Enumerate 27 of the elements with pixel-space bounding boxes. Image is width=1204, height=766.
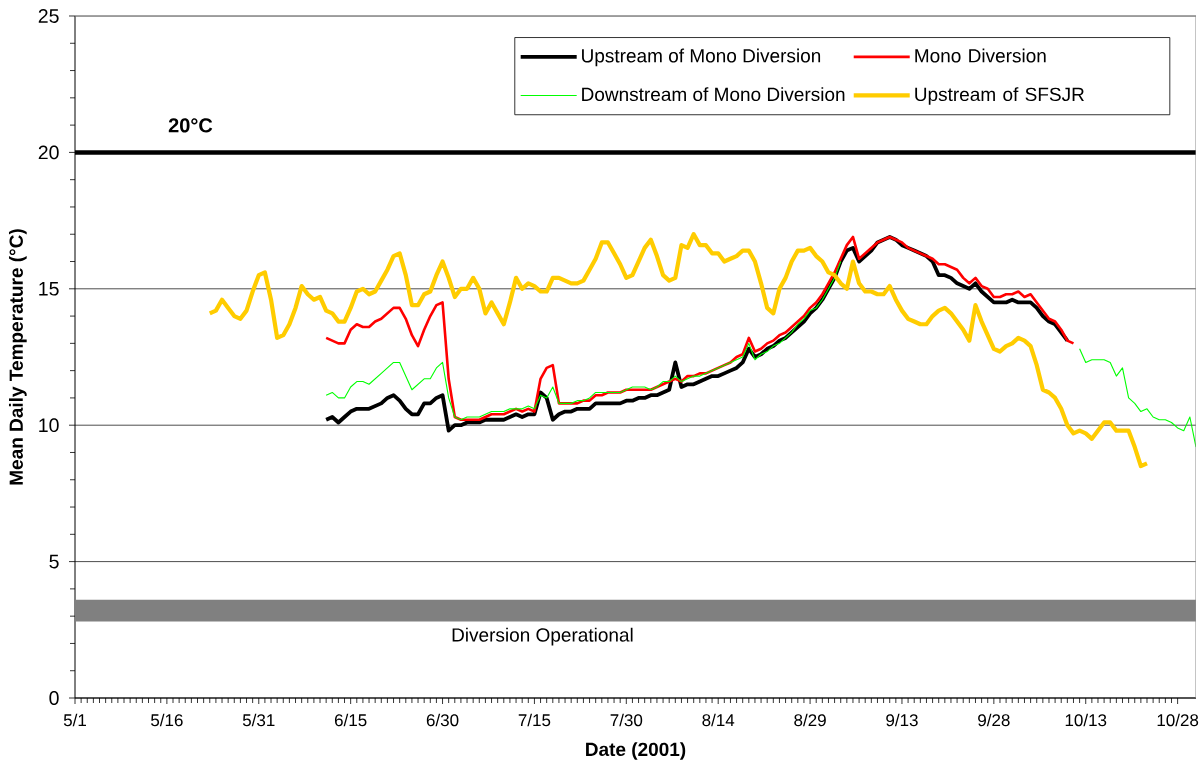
legend-label: Downstream of Mono Diversion <box>582 87 845 102</box>
ref-line-label: 20°C <box>168 118 213 133</box>
legend-label: Upstream of Mono Diversion <box>582 48 821 67</box>
y-tick-label: 20 <box>38 145 59 160</box>
legend-label: Mono Diversion <box>915 48 1046 63</box>
y-tick-label: 10 <box>39 418 59 433</box>
x-tick-label: 9/13 <box>886 713 918 727</box>
x-tick-label: 10/13 <box>1065 713 1107 727</box>
band-label: Diversion Operational <box>452 627 633 646</box>
x-tick-label: 6/30 <box>426 713 459 727</box>
x-tick-label: 5/1 <box>63 713 86 727</box>
x-tick-label: 5/16 <box>151 713 183 727</box>
y-tick-label: 15 <box>39 281 59 296</box>
y-tick-label: 0 <box>49 691 59 705</box>
x-tick-label: 7/15 <box>518 713 551 727</box>
x-axis-title: Date (2001) <box>586 742 686 760</box>
x-tick-label: 7/30 <box>610 713 643 727</box>
y-tick-label: 5 <box>49 554 59 569</box>
x-tick-label: 6/15 <box>334 713 367 727</box>
legend-label: Upstream of SFSJR <box>915 87 1084 105</box>
x-tick-label: 5/31 <box>242 713 275 727</box>
x-tick-label: 8/29 <box>794 713 826 727</box>
x-tick-label: 9/28 <box>978 713 1010 727</box>
y-tick-label: 25 <box>38 9 59 23</box>
x-tick-label: 8/14 <box>702 713 735 727</box>
y-axis-title: Mean Daily Temperature (°C) <box>8 229 27 485</box>
x-tick-label: 10/28 <box>1157 713 1199 727</box>
